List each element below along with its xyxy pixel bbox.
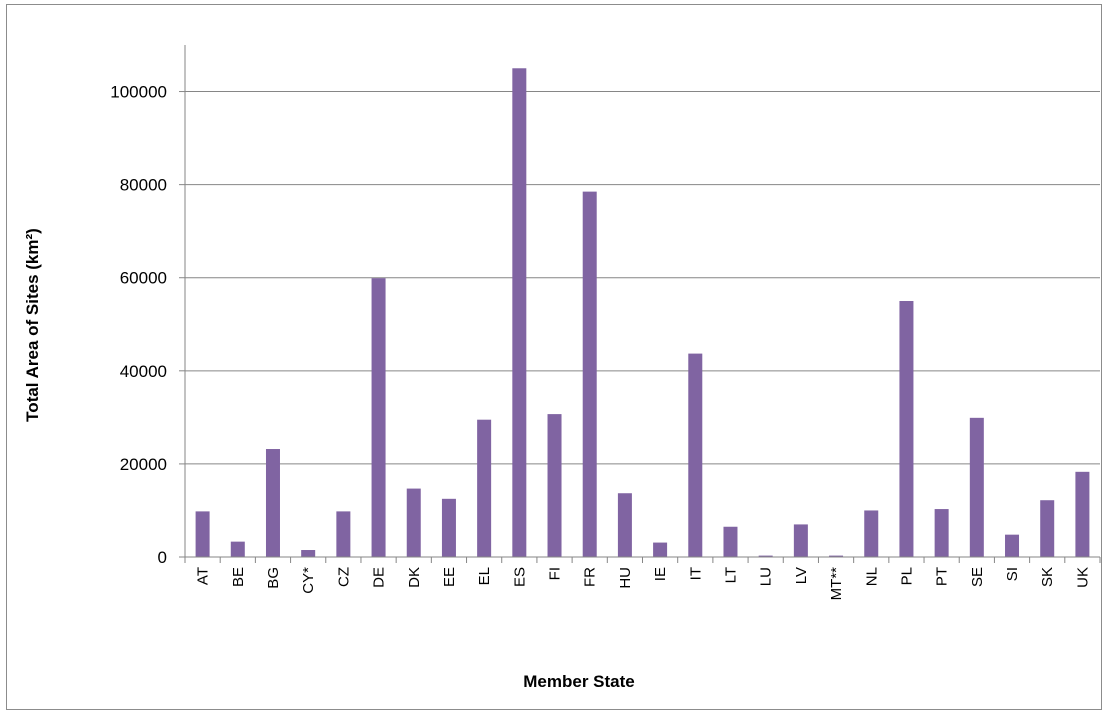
bar-at (195, 511, 210, 557)
bar-se (969, 417, 984, 557)
bar-cz (336, 511, 351, 557)
x-axis-title: Member State (523, 672, 634, 691)
x-tick-label: ES (511, 567, 528, 587)
x-tick-label: NL (863, 567, 880, 586)
bar-pl (899, 301, 914, 557)
x-tick-label: CY* (300, 567, 317, 594)
bar-ee (441, 498, 456, 557)
bar-ie (653, 542, 668, 557)
x-tick-label: SK (1039, 567, 1056, 587)
y-tick-label: 80000 (120, 176, 167, 195)
chart-frame (6, 4, 1102, 710)
x-tick-label: BE (230, 567, 247, 587)
bar-de (371, 278, 386, 557)
x-tick-label: PT (934, 567, 951, 586)
x-tick-label: LT (722, 567, 739, 583)
bar-lu (758, 555, 773, 557)
y-tick-label: 0 (158, 548, 167, 567)
x-tick-label: LV (793, 567, 810, 584)
y-tick-label: 100000 (110, 83, 167, 102)
bar-es (512, 68, 527, 557)
x-tick-label: AT (195, 567, 212, 585)
x-tick-label: IE (652, 567, 669, 581)
x-tick-label: PL (898, 567, 915, 585)
gridlines (179, 91, 1101, 563)
bar-sk (1040, 500, 1055, 557)
bar-lv (793, 524, 808, 557)
x-tick-label: DE (371, 567, 388, 588)
y-tick-label: 60000 (120, 269, 167, 288)
bar-el (477, 419, 492, 557)
bar-be (230, 541, 245, 557)
bar-si (1005, 534, 1020, 557)
bar-mt (829, 555, 844, 557)
x-tick-label: SE (969, 567, 986, 587)
bar-it (688, 353, 703, 557)
x-tick-label: MT** (828, 567, 845, 600)
x-tick-label: UK (1074, 567, 1091, 588)
bar-uk (1075, 471, 1090, 557)
bar-lt (723, 526, 738, 557)
y-tick-label: 40000 (120, 362, 167, 381)
x-tick-label: CZ (335, 567, 352, 587)
bar-pt (934, 509, 949, 557)
x-tick-label: FI (547, 567, 564, 580)
bar-cy (301, 550, 316, 557)
bar-bg (265, 449, 280, 557)
axes (184, 45, 1100, 558)
x-tick-labels: AT BE BG CY* CZ DE DK EE EL ES FI FR HU IE IT LT LU LV MT*… (195, 567, 1092, 601)
x-tick-label: DK (406, 567, 423, 588)
y-tick-label: 20000 (120, 455, 167, 474)
bar-dk (406, 488, 421, 557)
bar-fi (547, 414, 562, 557)
x-tick-label: BG (265, 567, 282, 589)
x-tick-label: LU (758, 567, 775, 586)
bar-fr (582, 191, 597, 558)
y-axis-title: Total Area of Sites (km²) (23, 228, 42, 422)
x-tick-label: EL (476, 567, 493, 585)
bar-nl (864, 510, 879, 557)
y-tick-labels: 0 20000 40000 60000 80000 100000 (110, 83, 167, 567)
x-tick-label: IT (687, 567, 704, 580)
x-tick-label: EE (441, 567, 458, 587)
x-tick-label: HU (617, 567, 634, 589)
x-tick-label: SI (1004, 567, 1021, 581)
bars (195, 68, 1090, 558)
bar-hu (617, 493, 632, 557)
x-tick-label: FR (582, 567, 599, 587)
